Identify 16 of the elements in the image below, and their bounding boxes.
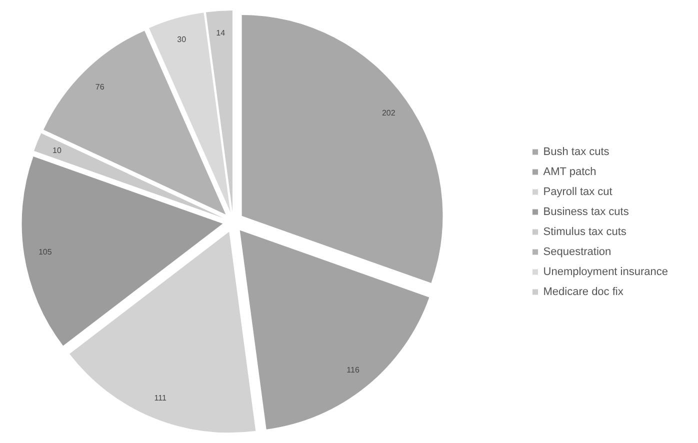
legend-label: Medicare doc fix bbox=[543, 286, 624, 298]
legend-label: Stimulus tax cuts bbox=[543, 226, 626, 238]
legend-label: Business tax cuts bbox=[543, 206, 629, 218]
legend-label: Bush tax cuts bbox=[543, 146, 610, 158]
data-label: 116 bbox=[346, 365, 360, 374]
data-label: 76 bbox=[95, 82, 105, 92]
data-label: 30 bbox=[177, 35, 187, 44]
data-label: 14 bbox=[216, 28, 226, 38]
data-label: 105 bbox=[38, 248, 52, 257]
data-label: 202 bbox=[382, 108, 396, 118]
legend-label: Unemployment insurance bbox=[543, 266, 668, 278]
data-label: 10 bbox=[52, 146, 62, 156]
data-label: 111 bbox=[154, 393, 167, 402]
legend-label: AMT patch bbox=[543, 166, 596, 178]
legend-label: Sequestration bbox=[543, 246, 612, 258]
legend-label: Payroll tax cut bbox=[543, 186, 612, 198]
